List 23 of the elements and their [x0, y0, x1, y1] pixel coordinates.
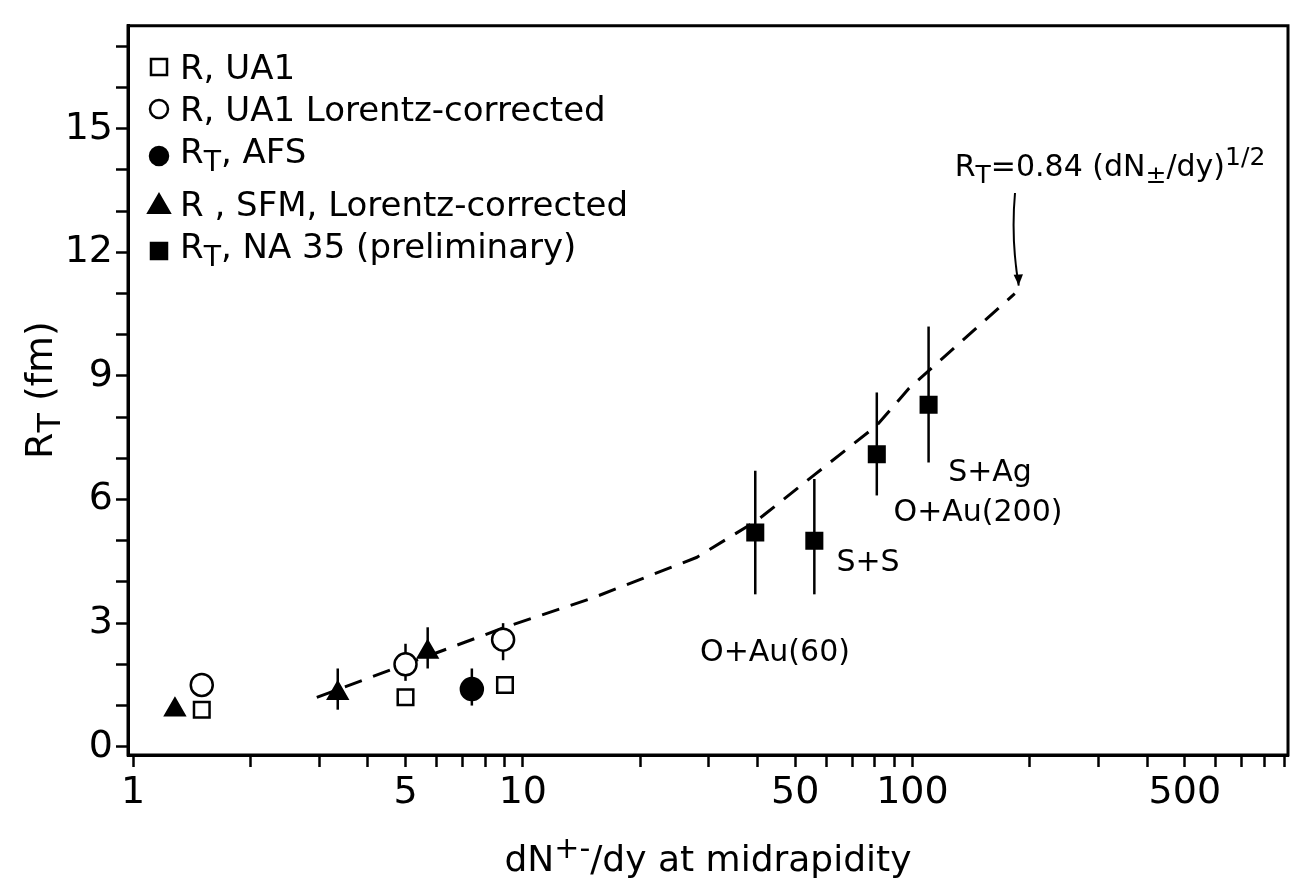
annotation: S+Ag	[948, 452, 1032, 488]
annotation: O+Au(60)	[700, 632, 850, 668]
annotation: R$_{T}$=0.84 (dN$_{±}$/dy)$^{1/2}$	[954, 141, 1266, 189]
y-tick-label: 9	[88, 350, 113, 395]
x-tick-label: 5	[393, 767, 418, 812]
legend-label: R , SFM, Lorentz-corrected	[180, 182, 628, 225]
x-tick-label: 500	[1148, 767, 1222, 812]
y-tick-label: 6	[88, 474, 113, 519]
y-tick-label: 12	[64, 227, 113, 272]
y-tick-label: 0	[88, 721, 113, 766]
x-tick-label: 50	[770, 767, 820, 812]
x-tick-label: 1	[121, 767, 146, 812]
x-tick-label: 10	[498, 767, 547, 812]
legend-label: R$_{T}$, NA 35 (preliminary)	[180, 224, 577, 275]
legend-label: R$_{T}$, AFS	[180, 129, 307, 180]
y-tick-label: 3	[88, 598, 113, 643]
annotation: O+Au(200)	[893, 492, 1063, 528]
legend-label: R, UA1	[180, 45, 296, 88]
annotation: S+S	[836, 542, 900, 578]
x-tick-label: 100	[876, 767, 949, 812]
legend-label: R, UA1 Lorentz-corrected	[180, 87, 606, 130]
x-axis-title: dN$^{+-}$/dy at midrapidity	[503, 830, 913, 879]
y-tick-label: 15	[64, 103, 113, 148]
